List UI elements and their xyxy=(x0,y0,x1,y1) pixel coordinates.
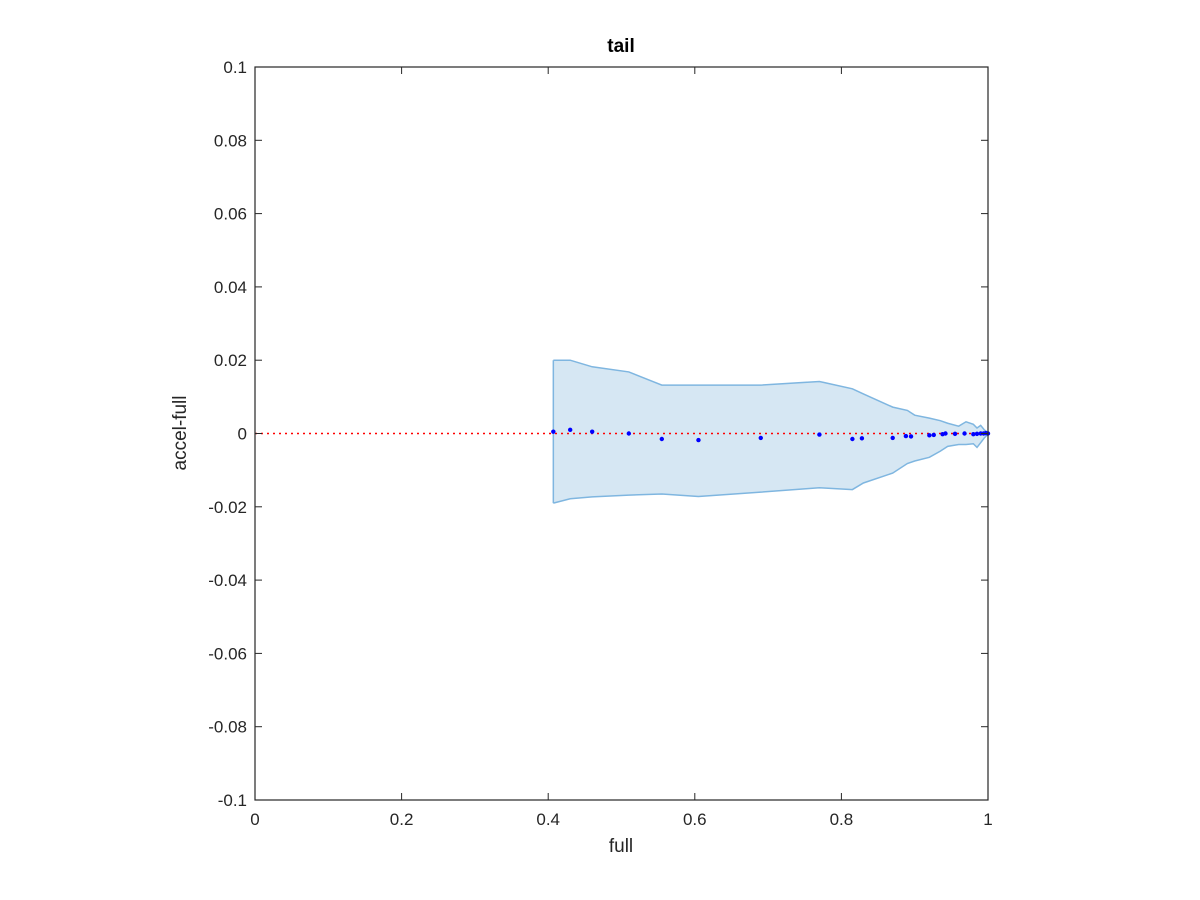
y-tick-label: -0.04 xyxy=(208,571,247,590)
data-point xyxy=(943,431,948,436)
data-point xyxy=(758,435,763,441)
x-tick-label: 0.8 xyxy=(830,810,854,829)
data-point xyxy=(931,432,936,438)
y-tick-label: 0.02 xyxy=(214,351,247,370)
y-tick-label: 0.1 xyxy=(223,58,247,77)
data-point xyxy=(859,436,865,441)
data-point xyxy=(903,433,909,439)
x-tick-label: 1 xyxy=(983,810,992,829)
data-point xyxy=(567,427,573,433)
confidence-band xyxy=(552,359,989,504)
data-point xyxy=(974,431,980,437)
data-point xyxy=(850,436,855,442)
data-point xyxy=(551,429,556,434)
band-fill xyxy=(553,360,988,504)
x-tick-label: 0.6 xyxy=(683,810,707,829)
y-tick-label: -0.08 xyxy=(208,718,247,737)
x-tick-label: 0.2 xyxy=(390,810,414,829)
data-point xyxy=(817,432,822,437)
data-point xyxy=(952,431,958,437)
data-point xyxy=(626,431,632,436)
chart-title: tail xyxy=(607,36,634,57)
y-tick-label: 0 xyxy=(238,425,247,444)
data-point xyxy=(659,436,665,442)
data-point xyxy=(971,432,976,437)
data-point xyxy=(589,429,595,434)
band-lower-edge xyxy=(553,433,989,504)
data-points xyxy=(551,427,991,443)
band-upper-edge xyxy=(553,359,989,434)
data-point xyxy=(696,437,701,443)
y-tick-label: -0.1 xyxy=(218,791,247,810)
data-point xyxy=(908,434,914,439)
y-tick-label: 0.04 xyxy=(214,278,247,297)
y-axis-label: accel-full xyxy=(170,396,191,471)
y-tick-label: 0.06 xyxy=(214,205,247,224)
y-tick-label: 0.08 xyxy=(214,131,247,150)
x-axis-label: full xyxy=(609,836,633,857)
x-axis-ticks: 0 0.2 0.4 0.6 0.8 1 xyxy=(250,67,993,829)
data-point xyxy=(927,433,932,438)
y-tick-label: -0.06 xyxy=(208,644,247,663)
data-point xyxy=(962,431,967,436)
y-tick-label: -0.02 xyxy=(208,498,247,517)
y-axis-ticks: 0.1 0.08 0.06 0.04 0.02 0 -0.02 -0.04 -0.06 -0.08… xyxy=(208,58,988,810)
x-tick-label: 0 xyxy=(250,810,259,829)
data-point xyxy=(890,435,895,441)
x-tick-label: 0.4 xyxy=(536,810,560,829)
